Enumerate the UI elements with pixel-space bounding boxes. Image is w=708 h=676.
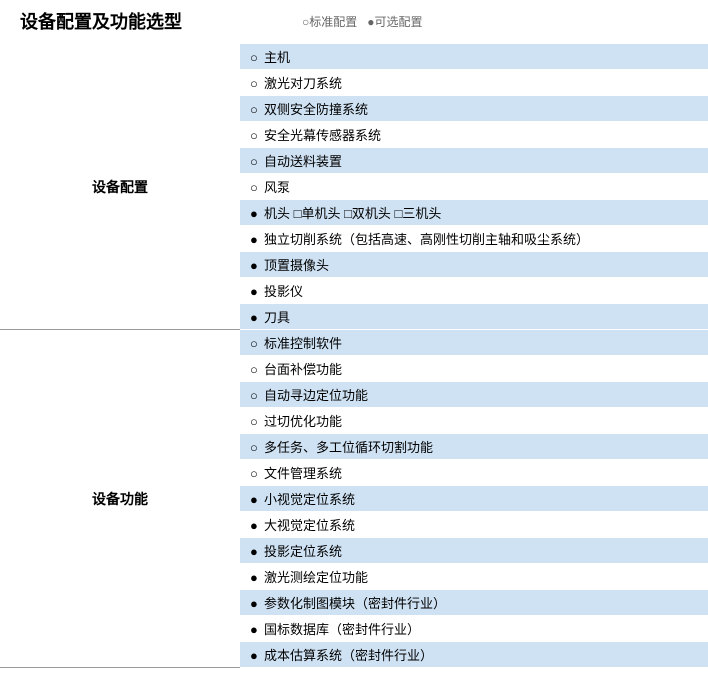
- item-cell: ●激光测绘定位功能: [240, 564, 708, 590]
- item-cell: ○文件管理系统: [240, 460, 708, 486]
- legend-standard-label: 标准配置: [309, 15, 357, 29]
- item-text: 投影定位系统: [264, 544, 342, 559]
- standard-marker-icon: ○: [250, 154, 264, 169]
- item-text: 投影仪: [264, 284, 303, 299]
- optional-marker-icon: ●: [250, 310, 264, 325]
- item-cell: ○台面补偿功能: [240, 356, 708, 382]
- item-cell: ●投影定位系统: [240, 538, 708, 564]
- item-cell: ●小视觉定位系统: [240, 486, 708, 512]
- item-text: 激光测绘定位功能: [264, 570, 368, 585]
- item-text: 风泵: [264, 180, 290, 195]
- item-cell: ○激光对刀系统: [240, 70, 708, 96]
- item-cell: ●机头 □单机头 □双机头 □三机头: [240, 200, 708, 226]
- optional-marker-icon: ●: [250, 258, 264, 273]
- page-title: 设备配置及功能选型: [20, 8, 182, 34]
- standard-marker-icon: ○: [250, 128, 264, 143]
- optional-marker-icon: ●: [250, 492, 264, 507]
- item-cell: ○安全光幕传感器系统: [240, 122, 708, 148]
- item-cell: ○多任务、多工位循环切割功能: [240, 434, 708, 460]
- item-cell: ○双侧安全防撞系统: [240, 96, 708, 122]
- item-text: 文件管理系统: [264, 466, 342, 481]
- item-cell: ○自动送料装置: [240, 148, 708, 174]
- optional-marker-icon: ●: [250, 570, 264, 585]
- optional-marker-icon: ●: [250, 518, 264, 533]
- legend-optional-label: 可选配置: [375, 15, 423, 29]
- item-text: 国标数据库（密封件行业）: [264, 622, 420, 637]
- item-cell: ●国标数据库（密封件行业）: [240, 616, 708, 642]
- item-text: 大视觉定位系统: [264, 518, 355, 533]
- optional-marker-icon: ●: [250, 544, 264, 559]
- item-cell: ●投影仪: [240, 278, 708, 304]
- standard-marker-icon: ○: [250, 180, 264, 195]
- optional-marker-icon: ●: [250, 284, 264, 299]
- table-row: 设备功能○标准控制软件: [0, 330, 708, 356]
- item-text: 自动寻边定位功能: [264, 388, 368, 403]
- item-cell: ○风泵: [240, 174, 708, 200]
- optional-marker-icon: ●: [250, 648, 264, 663]
- item-text: 台面补偿功能: [264, 362, 342, 377]
- item-cell: ○主机: [240, 44, 708, 70]
- optional-marker-icon: ●: [250, 622, 264, 637]
- item-text: 标准控制软件: [264, 336, 342, 351]
- standard-marker-icon: ○: [250, 336, 264, 351]
- legend-optional-symbol: ●: [367, 15, 374, 29]
- config-table: 设备配置○主机○激光对刀系统○双侧安全防撞系统○安全光幕传感器系统○自动送料装置…: [0, 44, 708, 668]
- item-cell: ○过切优化功能: [240, 408, 708, 434]
- item-cell: ●大视觉定位系统: [240, 512, 708, 538]
- item-cell: ●独立切削系统（包括高速、高刚性切削主轴和吸尘系统）: [240, 226, 708, 252]
- standard-marker-icon: ○: [250, 388, 264, 403]
- standard-marker-icon: ○: [250, 414, 264, 429]
- item-text: 自动送料装置: [264, 154, 342, 169]
- item-cell: ○标准控制软件: [240, 330, 708, 356]
- item-text: 参数化制图模块（密封件行业）: [264, 596, 446, 611]
- item-cell: ●成本估算系统（密封件行业）: [240, 642, 708, 668]
- standard-marker-icon: ○: [250, 50, 264, 65]
- standard-marker-icon: ○: [250, 440, 264, 455]
- section-label: 设备配置: [0, 44, 240, 330]
- item-cell: ●顶置摄像头: [240, 252, 708, 278]
- standard-marker-icon: ○: [250, 102, 264, 117]
- item-text: 多任务、多工位循环切割功能: [264, 440, 433, 455]
- item-text: 小视觉定位系统: [264, 492, 355, 507]
- header: 设备配置及功能选型 ○标准配置 ●可选配置: [0, 8, 708, 44]
- item-text: 顶置摄像头: [264, 258, 329, 273]
- item-text: 独立切削系统（包括高速、高刚性切削主轴和吸尘系统）: [264, 232, 589, 247]
- legend: ○标准配置 ●可选配置: [302, 13, 423, 30]
- section-label: 设备功能: [0, 330, 240, 668]
- item-text: 机头 □单机头 □双机头 □三机头: [264, 206, 441, 221]
- item-text: 安全光幕传感器系统: [264, 128, 381, 143]
- item-cell: ●刀具: [240, 304, 708, 330]
- table-row: 设备配置○主机: [0, 44, 708, 70]
- item-cell: ●参数化制图模块（密封件行业）: [240, 590, 708, 616]
- standard-marker-icon: ○: [250, 362, 264, 377]
- item-text: 激光对刀系统: [264, 76, 342, 91]
- item-text: 刀具: [264, 310, 290, 325]
- item-text: 双侧安全防撞系统: [264, 102, 368, 117]
- standard-marker-icon: ○: [250, 466, 264, 481]
- item-text: 主机: [264, 50, 290, 65]
- item-text: 过切优化功能: [264, 414, 342, 429]
- standard-marker-icon: ○: [250, 76, 264, 91]
- optional-marker-icon: ●: [250, 232, 264, 247]
- item-text: 成本估算系统（密封件行业）: [264, 648, 433, 663]
- item-cell: ○自动寻边定位功能: [240, 382, 708, 408]
- optional-marker-icon: ●: [250, 206, 264, 221]
- optional-marker-icon: ●: [250, 596, 264, 611]
